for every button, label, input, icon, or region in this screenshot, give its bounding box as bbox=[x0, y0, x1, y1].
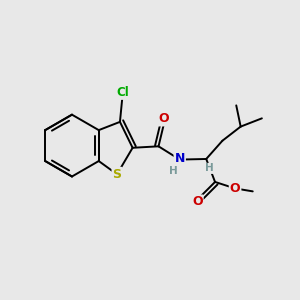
Text: S: S bbox=[112, 168, 122, 181]
Text: H: H bbox=[205, 164, 214, 173]
Text: O: O bbox=[230, 182, 240, 195]
Text: N: N bbox=[175, 152, 185, 166]
Text: H: H bbox=[169, 166, 178, 176]
Text: O: O bbox=[192, 196, 203, 208]
Text: O: O bbox=[158, 112, 169, 125]
Text: Cl: Cl bbox=[116, 86, 129, 99]
